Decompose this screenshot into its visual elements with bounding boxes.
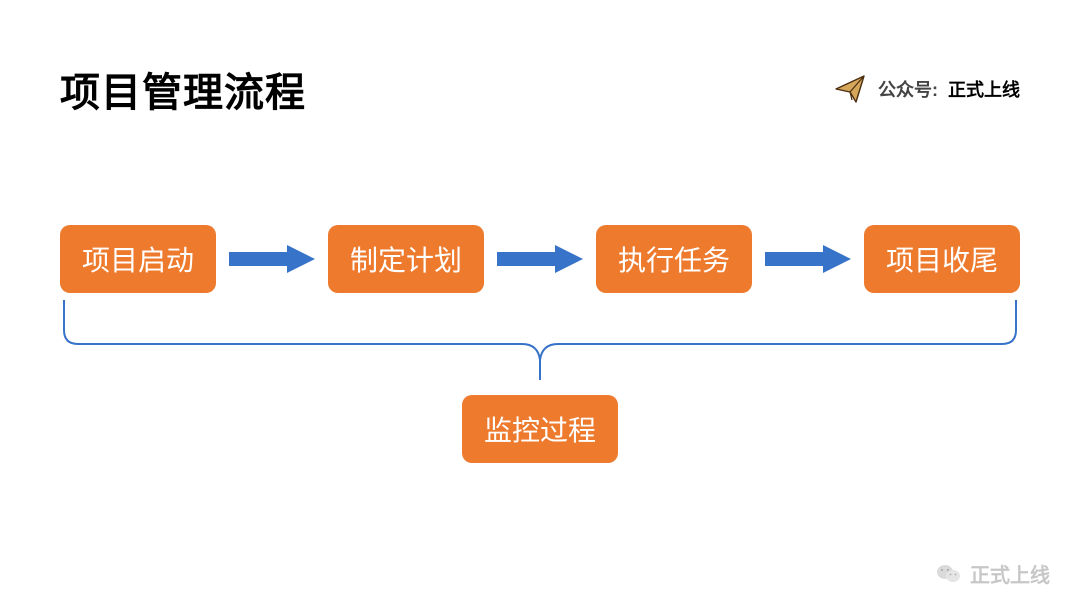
wechat-icon	[936, 561, 962, 587]
step-4: 项目收尾	[864, 225, 1020, 293]
attribution: 公众号: 正式上线	[834, 72, 1020, 106]
watermark: 正式上线	[936, 559, 1050, 588]
monitor-step: 监控过程	[462, 395, 618, 463]
page-title: 项目管理流程	[60, 60, 306, 118]
arrow-1	[216, 245, 328, 273]
arrow-2	[484, 245, 596, 273]
attribution-name: 正式上线	[948, 76, 1020, 102]
attribution-label: 公众号:	[878, 76, 938, 102]
paper-plane-icon	[834, 72, 868, 106]
header: 项目管理流程 公众号: 正式上线	[60, 60, 1020, 118]
step-2: 制定计划	[328, 225, 484, 293]
flow-row: 项目启动 制定计划 执行任务 项目收尾	[60, 225, 1020, 293]
grouping-bracket	[60, 300, 1020, 380]
arrow-3	[752, 245, 864, 273]
watermark-text: 正式上线	[970, 559, 1050, 588]
step-3: 执行任务	[596, 225, 752, 293]
step-1: 项目启动	[60, 225, 216, 293]
